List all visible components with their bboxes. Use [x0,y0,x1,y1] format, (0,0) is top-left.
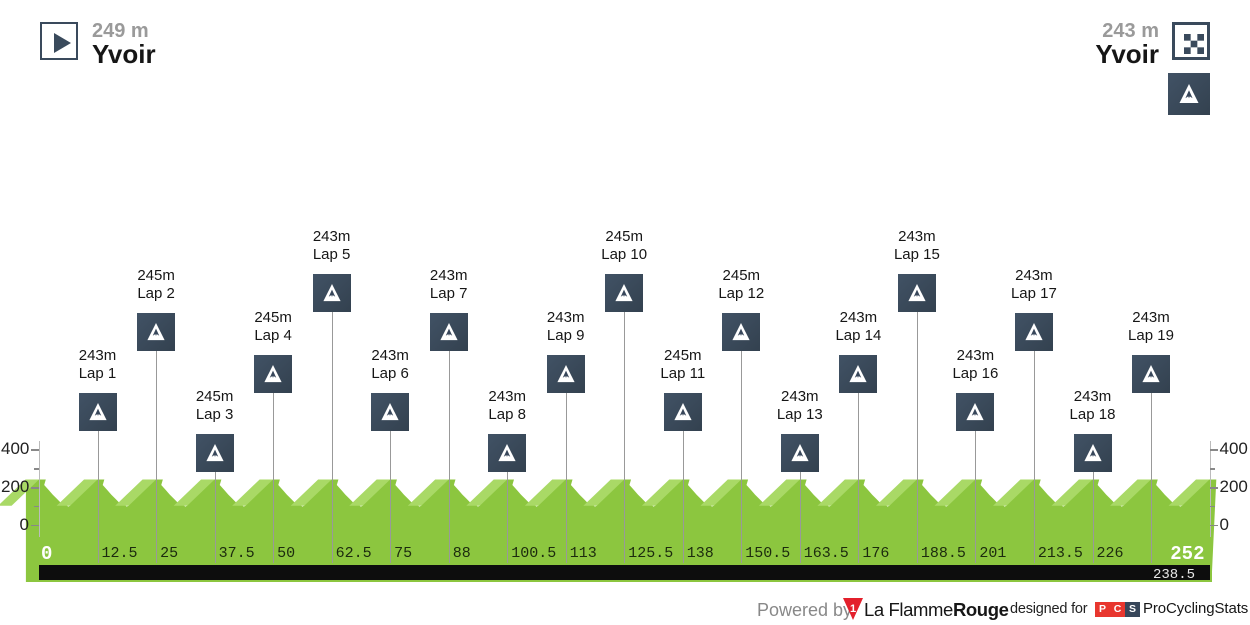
svg-text:1: 1 [850,603,856,615]
